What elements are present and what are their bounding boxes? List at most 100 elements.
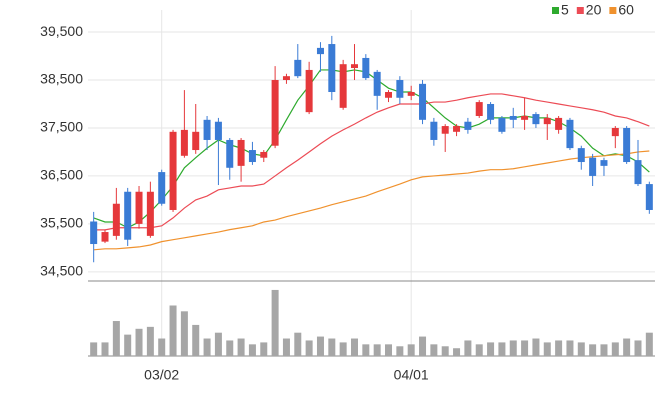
candle-body: [282, 76, 290, 81]
volume-bar: [509, 340, 517, 356]
candle-body: [623, 127, 631, 163]
candle-body: [339, 64, 347, 108]
candle-body: [475, 102, 483, 116]
candle-body: [407, 92, 415, 96]
candle-body: [180, 129, 188, 156]
volume-bar: [169, 305, 177, 356]
candle-body: [532, 114, 540, 125]
volume-bar: [350, 338, 358, 356]
y-tick-label: 35,500: [40, 215, 83, 231]
volume-bar: [135, 328, 143, 356]
volume-bar: [248, 344, 256, 356]
candle-body: [577, 148, 585, 163]
volume-bar: [203, 338, 211, 356]
candle-body: [645, 184, 653, 210]
candle-body: [192, 131, 200, 151]
candle-body: [566, 119, 574, 149]
volume-bar: [498, 342, 506, 356]
y-tick-label: 39,500: [40, 23, 83, 39]
legend-label: 5: [561, 2, 569, 18]
candle-body: [487, 103, 495, 120]
volume-bar: [316, 336, 324, 356]
y-tick-label: 34,500: [40, 263, 83, 279]
candle-body: [294, 59, 302, 77]
candle-body: [521, 115, 529, 120]
volume-bar: [532, 338, 540, 356]
x-tick-label: 04/01: [394, 367, 429, 383]
volume-bar: [487, 342, 495, 356]
candle-body: [419, 83, 427, 120]
moving-average-line: [93, 150, 650, 251]
volume-bar: [90, 342, 98, 356]
legend-swatch: [552, 7, 559, 14]
candle-body: [316, 47, 324, 55]
volume-bar: [226, 340, 234, 356]
x-tick-label: 03/02: [144, 367, 179, 383]
volume-bar: [634, 340, 642, 356]
volume-bar: [419, 336, 427, 356]
candle-body: [543, 117, 551, 125]
candle-body: [350, 64, 358, 69]
candle-body: [396, 80, 404, 98]
volume-bar: [521, 340, 529, 356]
candle-body: [158, 172, 166, 204]
candle-body: [90, 221, 98, 245]
volume-bar: [611, 342, 619, 356]
volume-bar: [214, 332, 222, 356]
candle-body: [362, 57, 370, 79]
candle-body: [441, 126, 449, 134]
legend-swatch: [576, 7, 584, 14]
volume-bar: [192, 324, 200, 356]
y-tick-label: 38,500: [40, 71, 83, 87]
volume-bar: [407, 344, 415, 356]
volume-bar: [146, 326, 154, 356]
volume-bar: [464, 340, 472, 356]
candle-body: [146, 191, 154, 236]
candle-body: [453, 126, 461, 132]
volume-bar: [282, 338, 290, 356]
y-tick-label: 37,500: [40, 119, 83, 135]
candle-body: [237, 139, 245, 166]
volume-bar: [430, 344, 438, 356]
candle-body: [260, 151, 268, 158]
candle-body: [430, 121, 438, 140]
candle-body: [385, 92, 393, 98]
volume-bar: [260, 342, 268, 356]
volume-bar: [600, 344, 608, 356]
volume-bar: [294, 332, 302, 356]
legend-swatch: [609, 7, 617, 14]
candle-body: [226, 139, 234, 168]
volume-bar: [180, 311, 188, 356]
volume-bar: [623, 338, 631, 356]
candle-body: [169, 131, 177, 210]
candle-body: [634, 160, 642, 185]
candle-body: [589, 157, 597, 176]
volume-bar: [271, 289, 279, 356]
candle-body: [600, 160, 608, 166]
candle-body: [203, 119, 211, 140]
volume-bar: [589, 344, 597, 356]
volume-bar: [158, 338, 166, 356]
volume-bar: [237, 338, 245, 356]
candle-body: [112, 203, 120, 236]
y-tick-label: 36,500: [40, 167, 83, 183]
volume-bar: [566, 340, 574, 356]
candle-body: [305, 69, 313, 113]
volume-bar: [453, 348, 461, 356]
candle-body: [101, 232, 109, 242]
volume-bar: [396, 346, 404, 356]
candle-body: [124, 191, 132, 240]
candle-body: [135, 191, 143, 224]
volume-bar: [362, 344, 370, 356]
candle-body: [271, 80, 279, 146]
moving-average-line: [93, 93, 650, 231]
candle-body: [611, 127, 619, 137]
volume-bar: [305, 340, 313, 356]
volume-bar: [339, 342, 347, 356]
volume-bar: [112, 321, 120, 356]
volume-bar: [645, 332, 653, 356]
volume-bar: [385, 344, 393, 356]
candle-body: [373, 71, 381, 96]
moving-average-line: [93, 69, 650, 229]
